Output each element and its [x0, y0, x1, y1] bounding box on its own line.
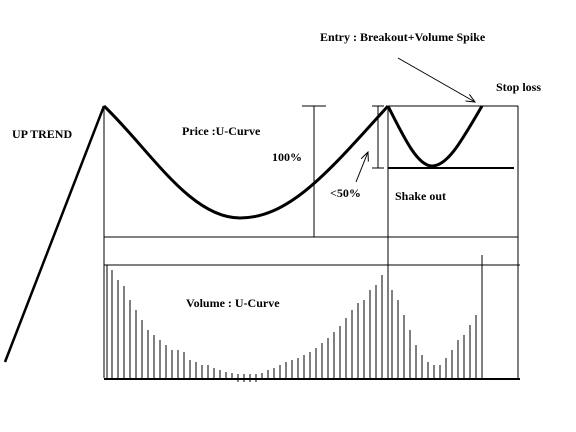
- volume-label: Volume : U-Curve: [186, 296, 280, 310]
- price-curve: [3, 104, 514, 363]
- handle-depth-label: <50%: [330, 186, 361, 200]
- price-label: Price :U-Curve: [182, 124, 261, 138]
- volume-bars: [106, 255, 483, 382]
- stoploss-label: Stop loss: [496, 80, 541, 94]
- depth-label: 100%: [272, 150, 302, 164]
- shakeout-label: Shake out: [395, 189, 446, 203]
- arrows: [355, 57, 475, 183]
- uptrend-label: UP TREND: [12, 127, 72, 141]
- entry-label: Entry : Breakout+Volume Spike: [320, 30, 486, 44]
- frame-lines: [103, 105, 520, 380]
